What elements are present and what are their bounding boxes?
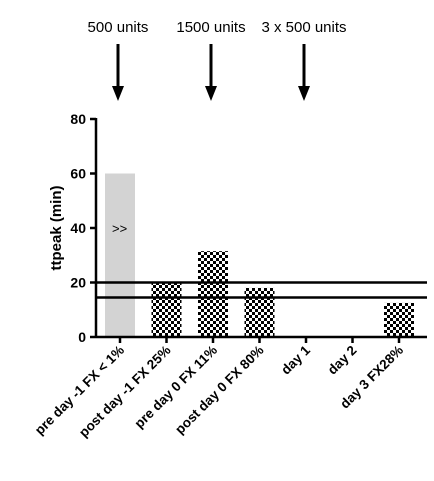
x-tick-label: pre day 0 FX 11% [132,343,221,432]
x-tick-label: post day 0 FX 80% [172,343,266,437]
dose-arrow-head [112,86,124,101]
y-tick-label: 80 [70,111,86,127]
y-tick-label: 60 [70,166,86,182]
x-tick-label: day 1 [278,342,313,377]
y-tick-label: 20 [70,275,86,291]
bar-label: >> [112,221,127,236]
y-tick-label: 0 [78,329,86,345]
bar-1 [105,173,135,337]
dose-arrow-head [298,86,310,101]
dose-annotation-label: 3 x 500 units [261,19,346,36]
annotations-layer: 500 units 1500 units 3 x 500 units [88,19,347,101]
dose-annotation-label: 500 units [88,19,149,36]
axes-layer [90,117,427,343]
bar-3 [198,251,228,337]
x-tick-label: pre day -1 FX < 1% [32,343,127,438]
bar-2 [151,282,182,337]
dose-annotation-label: 1500 units [176,19,245,36]
y-axis-label: ttpeak (min) [48,185,65,270]
reference-lines-layer [96,281,427,299]
bar-7 [384,302,414,337]
y-tick-label: 40 [70,220,86,236]
x-tick-label: day 2 [325,343,360,378]
bars-layer: >> [105,173,414,337]
dose-arrow-head [205,86,217,101]
x-tick-label: post day -1 FX 25% [76,343,174,441]
bar-4 [244,287,275,337]
